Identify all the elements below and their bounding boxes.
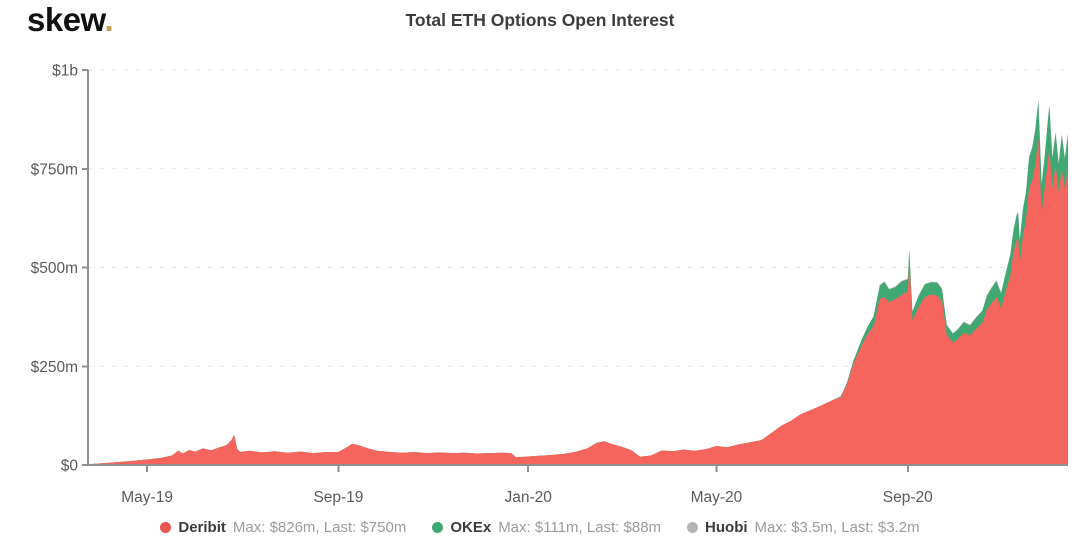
legend-item-huobi[interactable]: Huobi Max: $3.5m, Last: $3.2m [687, 519, 920, 536]
legend-dot [687, 522, 699, 533]
legend-stats: Max: $3.5m, Last: $3.2m [754, 519, 920, 536]
y-tick-label: $500m [31, 260, 78, 277]
x-tick-label: May-19 [121, 489, 173, 506]
y-tick-label: $750m [31, 161, 78, 178]
legend-stats: Max: $826m, Last: $750m [232, 519, 407, 536]
skew-logo-dot: . [104, 1, 114, 38]
x-tick-label: Sep-19 [313, 489, 363, 506]
skew-logo: skew. [27, 1, 114, 39]
legend-name: Deribit [178, 519, 226, 536]
x-tick-label: Sep-20 [883, 489, 933, 506]
legend-dot [432, 522, 444, 533]
legend: Deribit Max: $826m, Last: $750m OKEx Max… [0, 519, 1080, 536]
page-title: Total ETH Options Open Interest [405, 10, 675, 30]
y-tick-label: $250m [31, 359, 78, 376]
area-deribit [88, 138, 1068, 465]
legend-name: OKEx [450, 519, 492, 536]
x-tick-label: Jan-20 [505, 489, 553, 506]
y-tick-label: $1b [52, 63, 78, 80]
x-tick-label: May-20 [691, 489, 743, 506]
skew-logo-text: skew [27, 1, 105, 38]
legend-stats: Max: $111m, Last: $88m [498, 519, 662, 536]
legend-item-deribit[interactable]: Deribit Max: $826m, Last: $750m [160, 519, 406, 536]
y-tick-label: $0 [61, 458, 79, 475]
legend-name: Huobi [705, 519, 748, 536]
legend-item-okex[interactable]: OKEx Max: $111m, Last: $88m [432, 519, 661, 536]
legend-dot [160, 522, 172, 533]
